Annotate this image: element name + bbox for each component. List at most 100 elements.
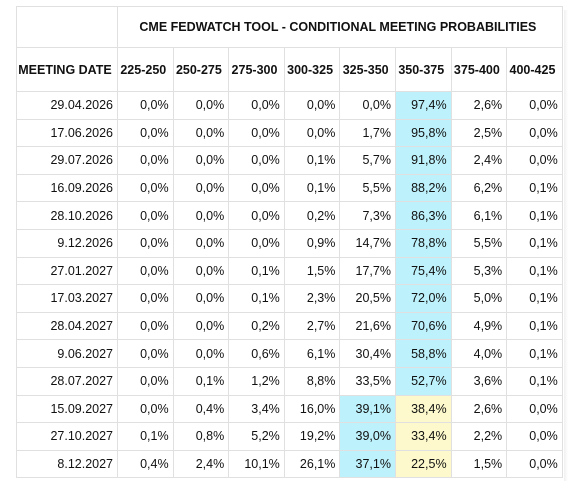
table-title: CME FEDWATCH TOOL - CONDITIONAL MEETING … <box>117 6 563 48</box>
column-header-row: MEETING DATE 225-250 250-275 275-300 300-32… <box>16 47 563 92</box>
probability-cell: 0,0% <box>506 146 563 175</box>
probability-cell: 0,0% <box>506 422 563 451</box>
meeting-date-cell: 28.10.2026 <box>16 201 118 230</box>
probability-cell: 0,0% <box>117 118 174 148</box>
table-row: 8.12.2027 0,4% 2,4% 10,1% 26,1% 37,1% 22,5% 1,5… <box>16 449 563 479</box>
table-row: 29.07.2026 0,0% 0,0% 0,0% 0,1% 5,7% 91,8% 2,4% 0… <box>16 146 563 175</box>
probability-cell: 0,1% <box>172 366 230 396</box>
meeting-date-cell: 9.06.2027 <box>16 339 118 368</box>
probability-cell: 0,1% <box>506 311 563 341</box>
probability-cell: 3,6% <box>450 366 508 396</box>
probability-cell: 0,0% <box>172 228 230 258</box>
probability-cell: 30,4% <box>339 339 396 368</box>
probability-cell: 2,6% <box>450 394 508 424</box>
probability-cell: 5,0% <box>450 284 508 313</box>
probability-cell: 21,6% <box>339 311 396 341</box>
probability-cell: 0,0% <box>506 91 563 120</box>
probability-cell: 19,2% <box>283 422 341 451</box>
probability-cell: 0,1% <box>506 256 563 286</box>
table-row: 28.07.2027 0,0% 0,1% 1,2% 8,8% 33,5% 52,7% 3,6%… <box>16 366 563 396</box>
probability-cell: 0,9% <box>283 228 341 258</box>
probability-cell: 0,1% <box>228 284 285 313</box>
table-body: 29.04.2026 0,0% 0,0% 0,0% 0,0% 0,0% 97,4% 2,6% 0… <box>16 91 563 479</box>
table-row: 9.06.2027 0,0% 0,0% 0,6% 6,1% 30,4% 58,8% 4,0% 0… <box>16 339 563 368</box>
probability-cell: 14,7% <box>339 228 396 258</box>
column-header-range: 300-325 <box>283 47 341 92</box>
table-row: 27.10.2027 0,1% 0,8% 5,2% 19,2% 39,0% 33,4% 2,2… <box>16 422 563 451</box>
probability-cell: 0,1% <box>506 228 563 258</box>
probability-cell: 2,2% <box>450 422 508 451</box>
probability-cell: 0,0% <box>117 228 174 258</box>
probability-cell: 39,1% <box>339 394 396 424</box>
probability-cell: 8,8% <box>283 366 341 396</box>
probability-cell: 39,0% <box>339 422 396 451</box>
probability-cell: 78,8% <box>394 228 452 258</box>
probability-cell: 0,0% <box>117 339 174 368</box>
column-header-meeting-date: MEETING DATE <box>16 47 118 92</box>
probability-cell: 10,1% <box>228 449 285 479</box>
probability-cell: 0,0% <box>228 173 285 203</box>
probability-cell: 37,1% <box>339 449 396 479</box>
probability-cell: 0,0% <box>506 449 563 479</box>
probability-cell: 2,6% <box>450 91 508 120</box>
probability-cell: 97,4% <box>394 91 452 120</box>
table-row: 27.01.2027 0,0% 0,0% 0,1% 1,5% 17,7% 75,4% 5,3%… <box>16 256 563 286</box>
probability-cell: 0,0% <box>506 394 563 424</box>
probability-cell: 0,0% <box>172 311 230 341</box>
probability-cell: 0,2% <box>283 201 341 230</box>
probability-cell: 88,2% <box>394 173 452 203</box>
probability-cell: 0,2% <box>228 311 285 341</box>
probability-cell: 0,1% <box>228 256 285 286</box>
column-header-range: 375-400 <box>450 47 508 92</box>
probability-cell: 5,3% <box>450 256 508 286</box>
probability-cell: 5,5% <box>450 228 508 258</box>
probability-cell: 86,3% <box>394 201 452 230</box>
probability-cell: 2,5% <box>450 118 508 148</box>
column-header-range: 275-300 <box>228 47 285 92</box>
probability-cell: 0,4% <box>117 449 174 479</box>
probability-cell: 0,0% <box>172 201 230 230</box>
probability-cell: 0,1% <box>506 366 563 396</box>
meeting-date-cell: 15.09.2027 <box>16 394 118 424</box>
meeting-date-cell: 29.04.2026 <box>16 91 118 120</box>
probability-cell: 0,1% <box>506 173 563 203</box>
table-row: 16.09.2026 0,0% 0,0% 0,0% 0,1% 5,5% 88,2% 6,2% 0… <box>16 173 563 203</box>
probability-cell: 0,1% <box>506 339 563 368</box>
probability-cell: 70,6% <box>394 311 452 341</box>
probability-cell: 0,0% <box>117 394 174 424</box>
probability-cell: 0,1% <box>506 201 563 230</box>
table-row: 28.04.2027 0,0% 0,0% 0,2% 2,7% 21,6% 70,6% 4,9%… <box>16 311 563 341</box>
probability-cell: 0,6% <box>228 339 285 368</box>
probability-cell: 0,0% <box>228 228 285 258</box>
probability-cell: 0,0% <box>172 118 230 148</box>
probability-cell: 7,3% <box>339 201 396 230</box>
probability-cell: 0,8% <box>172 422 230 451</box>
probability-cell: 0,0% <box>172 146 230 175</box>
probability-cell: 0,0% <box>283 118 341 148</box>
title-row: CME FEDWATCH TOOL - CONDITIONAL MEETING … <box>16 6 563 48</box>
table-row: 9.12.2026 0,0% 0,0% 0,0% 0,9% 14,7% 78,8% 5,5% 0… <box>16 228 563 258</box>
probability-cell: 91,8% <box>394 146 452 175</box>
corner-cell <box>16 6 118 48</box>
probabilities-table: CME FEDWATCH TOOL - CONDITIONAL MEETING … <box>16 6 563 479</box>
probability-cell: 0,0% <box>117 91 174 120</box>
meeting-date-cell: 27.10.2027 <box>16 422 118 451</box>
probability-cell: 0,0% <box>172 284 230 313</box>
table-row: 15.09.2027 0,0% 0,4% 3,4% 16,0% 39,1% 38,4% 2,6… <box>16 394 563 424</box>
column-header-range: 400-425 <box>506 47 563 92</box>
meeting-date-cell: 28.07.2027 <box>16 366 118 396</box>
probability-cell: 17,7% <box>339 256 396 286</box>
probability-cell: 0,0% <box>506 118 563 148</box>
meeting-date-cell: 27.01.2027 <box>16 256 118 286</box>
probability-cell: 58,8% <box>394 339 452 368</box>
probability-cell: 16,0% <box>283 394 341 424</box>
table-row: 17.03.2027 0,0% 0,0% 0,1% 2,3% 20,5% 72,0% 5,0%… <box>16 284 563 313</box>
probability-cell: 22,5% <box>394 449 452 479</box>
probability-cell: 0,0% <box>339 91 396 120</box>
column-header-range: 250-275 <box>172 47 230 92</box>
fedwatch-table-panel: CME FEDWATCH TOOL - CONDITIONAL MEETING … <box>16 6 568 481</box>
probability-cell: 0,0% <box>117 173 174 203</box>
probability-cell: 6,2% <box>450 173 508 203</box>
probability-cell: 0,0% <box>117 146 174 175</box>
meeting-date-cell: 9.12.2026 <box>16 228 118 258</box>
